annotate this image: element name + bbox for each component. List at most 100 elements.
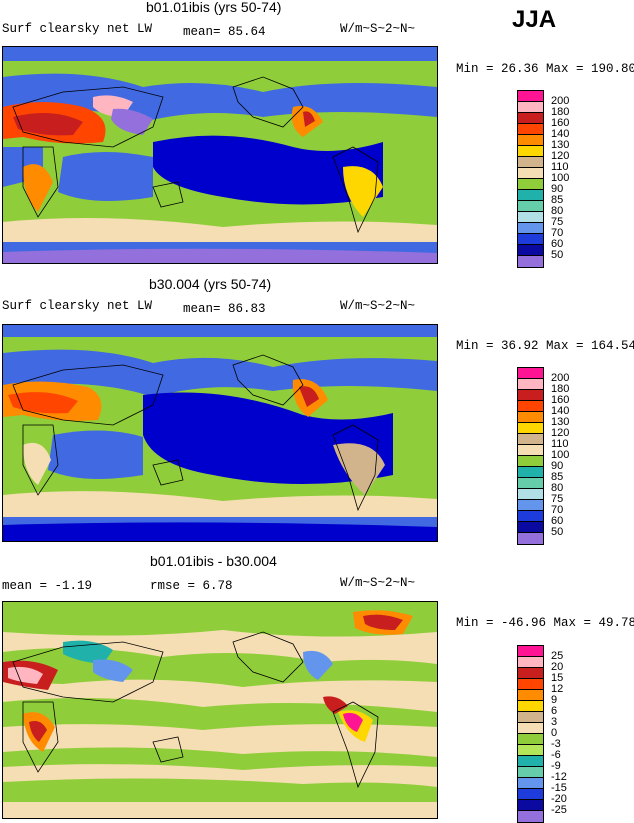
panel-2-variable: Surf clearsky net LW <box>2 299 153 313</box>
panel-2-map <box>2 324 438 542</box>
legend-label: 130 <box>551 139 570 151</box>
legend-label: 70 <box>551 227 564 239</box>
legend-label: 180 <box>551 106 570 118</box>
legend-label: 90 <box>551 183 564 195</box>
legend-label: -15 <box>551 782 567 794</box>
legend-swatch <box>518 679 543 690</box>
legend-swatch <box>518 500 543 511</box>
legend-label: -3 <box>551 738 561 750</box>
legend-swatch <box>518 157 543 168</box>
legend-swatch <box>518 135 543 146</box>
legend-label: 110 <box>551 438 569 450</box>
panel-3-rmse: rmse = 6.78 <box>150 579 233 593</box>
legend-swatch <box>518 489 543 500</box>
panel-3-field <box>3 602 437 818</box>
legend-label: -12 <box>551 771 567 783</box>
legend-swatch <box>518 511 543 522</box>
legend-swatch <box>518 456 543 467</box>
legend-label: 200 <box>551 95 570 107</box>
legend-swatch <box>518 434 543 445</box>
legend-swatch <box>518 368 543 379</box>
legend-swatch <box>518 124 543 135</box>
panel-3-minmax: Min = -46.96 Max = 49.78 <box>456 616 634 630</box>
legend-label: -6 <box>551 749 561 761</box>
legend-label: 130 <box>551 416 570 428</box>
legend-label: 0 <box>551 727 558 739</box>
legend-label: 80 <box>551 205 564 217</box>
legend-swatch <box>518 756 543 767</box>
panel-3-title: b01.01ibis - b30.004 <box>150 553 277 569</box>
legend-swatch <box>518 390 543 401</box>
legend-label: -25 <box>551 804 567 816</box>
season-label: JJA <box>512 6 557 33</box>
panel-3-legend <box>517 645 544 823</box>
legend-swatch <box>518 712 543 723</box>
panel-2-minmax: Min = 36.92 Max = 164.54 <box>456 339 634 353</box>
legend-label: -9 <box>551 760 561 772</box>
panel-2-mean: mean= 86.83 <box>183 302 266 316</box>
legend-swatch <box>518 168 543 179</box>
legend-label: 160 <box>551 117 570 129</box>
legend-swatch <box>518 734 543 745</box>
legend-swatch <box>518 190 543 201</box>
panel-3-map <box>2 601 438 819</box>
panel-3-mean: mean = -1.19 <box>2 579 93 593</box>
panel-3-units: W/m~S~2~N~ <box>340 576 416 590</box>
legend-label: 50 <box>551 526 564 538</box>
panel-1-field <box>3 47 437 263</box>
legend-swatch <box>518 146 543 157</box>
legend-swatch <box>518 467 543 478</box>
legend-swatch <box>518 690 543 701</box>
legend-swatch <box>518 91 543 102</box>
legend-label: 140 <box>551 128 570 140</box>
legend-swatch <box>518 401 543 412</box>
legend-label: -20 <box>551 793 567 805</box>
legend-swatch <box>518 767 543 778</box>
legend-swatch <box>518 445 543 456</box>
panel-1-map <box>2 46 438 264</box>
panel-1-units: W/m~S~2~N~ <box>340 22 416 36</box>
legend-label: 140 <box>551 405 570 417</box>
legend-label: 180 <box>551 383 570 395</box>
legend-swatch <box>518 522 543 533</box>
legend-swatch <box>518 778 543 789</box>
legend-swatch <box>518 245 543 256</box>
panel-1-legend <box>517 90 544 268</box>
legend-label: 75 <box>551 216 564 228</box>
legend-label: 100 <box>551 172 570 184</box>
legend-label: 9 <box>551 694 558 706</box>
legend-label: 100 <box>551 449 570 461</box>
legend-label: 160 <box>551 394 570 406</box>
legend-swatch <box>518 745 543 756</box>
legend-swatch <box>518 811 543 822</box>
legend-label: 70 <box>551 504 564 516</box>
legend-label: 20 <box>551 661 564 673</box>
legend-label: 50 <box>551 249 564 261</box>
legend-label: 75 <box>551 493 564 505</box>
legend-swatch <box>518 212 543 223</box>
panel-1-title: b01.01ibis (yrs 50-74) <box>146 0 282 15</box>
legend-label: 80 <box>551 482 564 494</box>
panel-1-minmax: Min = 26.36 Max = 190.80 <box>456 62 634 76</box>
legend-label: 110 <box>551 161 569 173</box>
legend-label: 25 <box>551 650 564 662</box>
legend-swatch <box>518 379 543 390</box>
panel-1-mean: mean= 85.64 <box>183 25 266 39</box>
legend-swatch <box>518 256 543 267</box>
legend-swatch <box>518 478 543 489</box>
panel-1-variable: Surf clearsky net LW <box>2 22 153 36</box>
legend-label: 6 <box>551 705 558 717</box>
legend-label: 12 <box>551 683 564 695</box>
legend-label: 60 <box>551 238 564 250</box>
legend-swatch <box>518 800 543 811</box>
legend-swatch <box>518 223 543 234</box>
legend-label: 120 <box>551 427 570 439</box>
legend-label: 85 <box>551 194 564 206</box>
panel-2-legend <box>517 367 544 545</box>
legend-label: 90 <box>551 460 564 472</box>
legend-swatch <box>518 423 543 434</box>
panel-2-title: b30.004 (yrs 50-74) <box>149 276 272 292</box>
panel-2-field <box>3 325 437 541</box>
legend-label: 120 <box>551 150 570 162</box>
legend-swatch <box>518 789 543 800</box>
